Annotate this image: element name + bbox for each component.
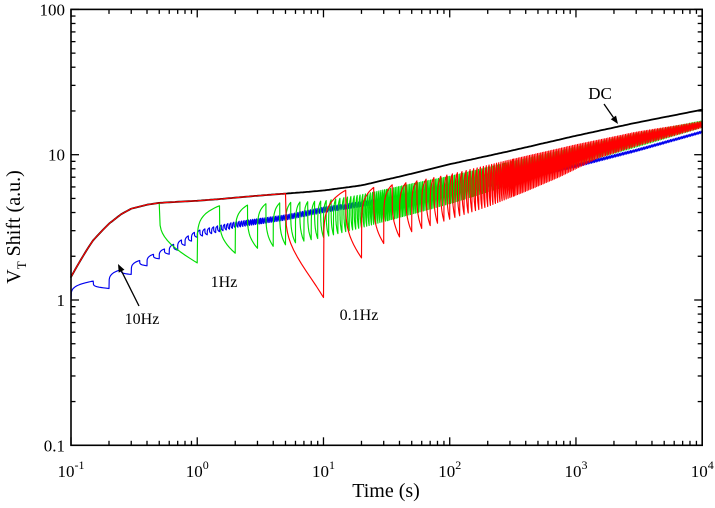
annotation-10hz-arrowhead [118,264,125,273]
annotation-dc-label: DC [588,84,612,103]
annotations-layer: DC 10Hz 1Hz 0.1Hz [118,84,618,328]
curves-layer [70,108,704,303]
y-tick-label: 1 [57,291,66,310]
y-tick-label: 0.1 [44,436,65,455]
annotation-1hz-label: 1Hz [211,274,238,291]
annotation-10hz-arrow [120,270,140,307]
annotation-dc-arrow [603,103,614,118]
plot-frame [70,8,704,447]
axis-ticks [70,8,703,446]
y-tick-label: 10 [48,146,65,165]
annotation-01hz-label: 0.1Hz [340,307,379,324]
x-axis-title: Time (s) [352,480,420,502]
y-axis-title: VT Shift (a.u.) [3,170,29,284]
x-tick-label: 100 [186,458,209,481]
annotation-dc-arrowhead [610,115,618,124]
x-tick-label: 104 [691,458,714,481]
x-tick-label: 10-1 [58,458,85,481]
x-tick-label: 102 [438,458,461,481]
x-tick-label: 101 [312,458,335,481]
annotation-10hz-label: 10Hz [125,311,160,328]
curve-0.1hz [70,121,703,299]
x-tick-label: 103 [564,458,587,481]
y-tick-label: 100 [40,0,66,19]
axes-frame [70,8,704,447]
